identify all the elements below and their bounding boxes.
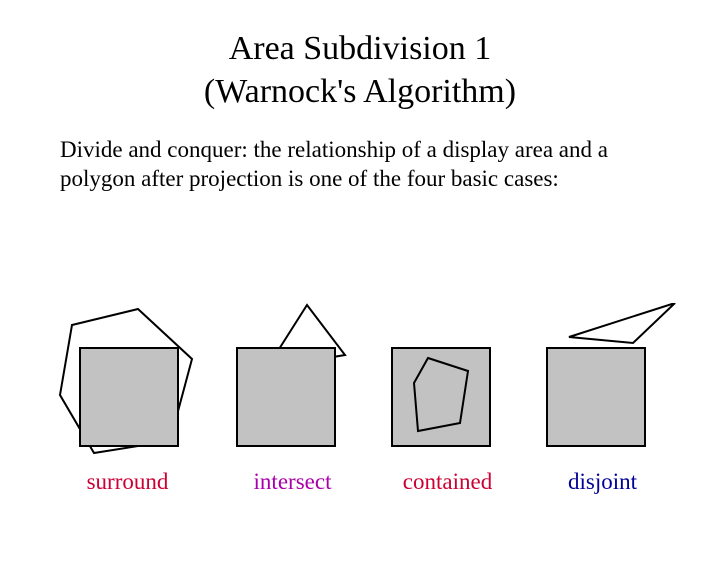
case-label-surround: surround (50, 469, 205, 495)
slide: Area Subdivision 1 (Warnock's Algorithm)… (0, 28, 720, 568)
title-line-1: Area Subdivision 1 (229, 30, 492, 67)
case-label-intersect: intersect (215, 469, 370, 495)
case-label-disjoint: disjoint (525, 469, 680, 495)
slide-title: Area Subdivision 1 (Warnock's Algorithm) (0, 28, 720, 113)
diagram-disjoint (525, 303, 685, 463)
title-line-2: (Warnock's Algorithm) (204, 73, 516, 110)
case-contained: contained (370, 303, 525, 503)
diagram-row: surroundintersectcontaineddisjoint (50, 303, 670, 503)
case-label-contained: contained (370, 469, 525, 495)
diagram-surround (50, 303, 210, 463)
case-intersect: intersect (215, 303, 370, 503)
case-surround: surround (50, 303, 205, 503)
diagram-contained (370, 303, 530, 463)
diagram-intersect (215, 303, 375, 463)
body-text: Divide and conquer: the relationship of … (60, 135, 660, 194)
case-disjoint: disjoint (525, 303, 680, 503)
